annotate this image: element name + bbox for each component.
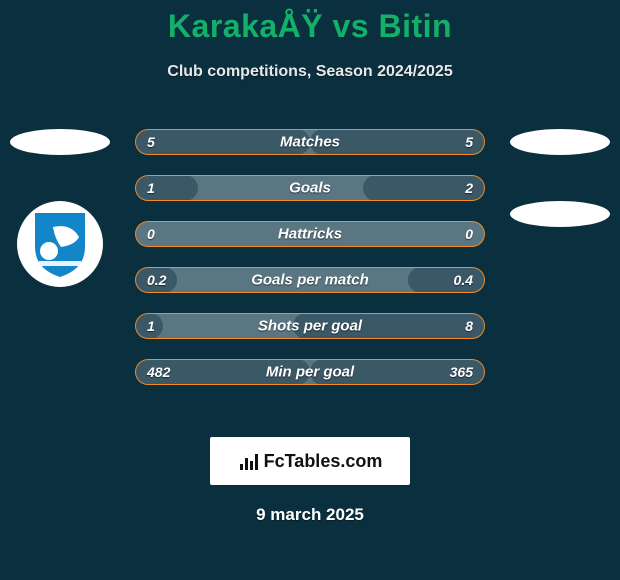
comparison-block: 5 Matches 5 1 Goals 2 0 Hattricks 0 bbox=[0, 129, 620, 409]
player-avatar-left bbox=[10, 129, 110, 155]
stat-label: Shots per goal bbox=[135, 318, 485, 335]
stat-value-right: 0.4 bbox=[454, 272, 473, 288]
stat-label: Goals per match bbox=[135, 272, 485, 289]
stat-label: Hattricks bbox=[135, 226, 485, 243]
page-title: KarakaÅŸ vs Bitin bbox=[0, 8, 620, 45]
stat-row: 482 Min per goal 365 bbox=[135, 359, 485, 385]
club-badge-left bbox=[17, 201, 103, 287]
stat-row: 0.2 Goals per match 0.4 bbox=[135, 267, 485, 293]
stat-value-right: 0 bbox=[465, 226, 473, 242]
left-player-col bbox=[0, 129, 120, 287]
right-player-col bbox=[500, 129, 620, 227]
stat-value-right: 2 bbox=[465, 180, 473, 196]
stat-label: Min per goal bbox=[135, 364, 485, 381]
stat-value-right: 5 bbox=[465, 134, 473, 150]
subtitle: Club competitions, Season 2024/2025 bbox=[0, 63, 620, 81]
club-badge-right bbox=[510, 201, 610, 227]
stat-row: 1 Goals 2 bbox=[135, 175, 485, 201]
date-label: 9 march 2025 bbox=[0, 505, 620, 525]
stat-value-right: 8 bbox=[465, 318, 473, 334]
bar-chart-icon bbox=[238, 452, 260, 470]
stat-row: 1 Shots per goal 8 bbox=[135, 313, 485, 339]
stat-row: 0 Hattricks 0 bbox=[135, 221, 485, 247]
player-avatar-right bbox=[510, 129, 610, 155]
stat-value-right: 365 bbox=[450, 364, 473, 380]
stats-bars: 5 Matches 5 1 Goals 2 0 Hattricks 0 bbox=[135, 129, 485, 385]
brand-badge[interactable]: FcTables.com bbox=[210, 437, 410, 485]
stat-label: Goals bbox=[135, 180, 485, 197]
stat-row: 5 Matches 5 bbox=[135, 129, 485, 155]
stat-label: Matches bbox=[135, 134, 485, 151]
card: KarakaÅŸ vs Bitin Club competitions, Sea… bbox=[0, 0, 620, 525]
shield-icon bbox=[25, 209, 95, 279]
brand-text: FcTables.com bbox=[264, 451, 383, 472]
